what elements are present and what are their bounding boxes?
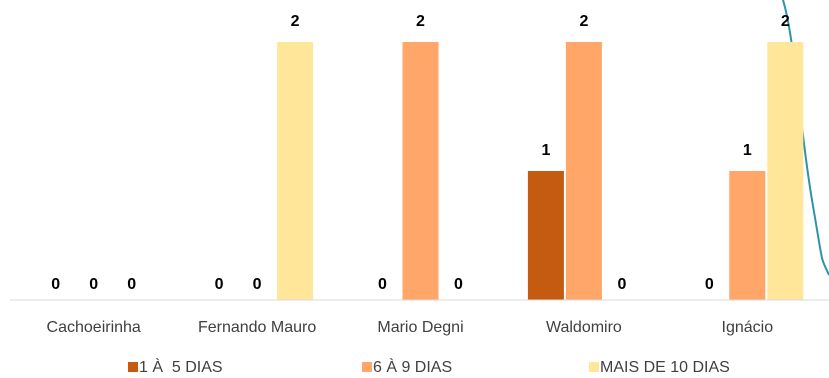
data-label: 0 (378, 276, 387, 293)
category-label: Cachoeirinha (47, 319, 141, 336)
legend-swatch (128, 362, 138, 372)
data-label: 0 (253, 276, 262, 293)
bar (767, 42, 804, 300)
data-label: 0 (617, 276, 626, 293)
data-label: 1 (541, 142, 550, 159)
data-label: 2 (579, 13, 588, 30)
legend: 1 À 5 DIAS 6 À 9 DIAS MAIS DE 10 DIAS (128, 357, 730, 376)
category-labels-layer: Cachoeirinha Fernando Mauro Mario Degni Wal… (47, 319, 774, 336)
legend-label: 6 À 9 DIAS (373, 357, 452, 376)
data-label: 0 (127, 276, 136, 293)
bar (277, 42, 314, 300)
bar (527, 171, 564, 300)
overlay-line (782, 0, 829, 276)
bar (565, 42, 602, 300)
category-label: Mario Degni (377, 319, 463, 336)
category-label: Fernando Mauro (198, 319, 316, 336)
data-label: 0 (215, 276, 224, 293)
data-label: 2 (416, 13, 425, 30)
category-label: Ignácio (722, 319, 774, 336)
legend-swatch (589, 362, 599, 372)
bar (729, 171, 766, 300)
data-labels-layer: 0 0 0 0 0 2 0 2 0 1 2 0 0 1 2 (51, 13, 790, 293)
bar (402, 42, 439, 300)
data-label: 0 (705, 276, 714, 293)
data-label: 0 (454, 276, 463, 293)
data-label: 0 (51, 276, 60, 293)
bars-layer (277, 42, 804, 300)
category-label: Waldomiro (546, 319, 622, 336)
legend-swatch (362, 362, 372, 372)
data-label: 1 (743, 142, 752, 159)
data-label: 0 (89, 276, 98, 293)
data-label: 2 (291, 13, 300, 30)
legend-label: MAIS DE 10 DIAS (600, 359, 730, 376)
data-label: 2 (781, 13, 790, 30)
legend-label: 1 À 5 DIAS (139, 357, 223, 376)
